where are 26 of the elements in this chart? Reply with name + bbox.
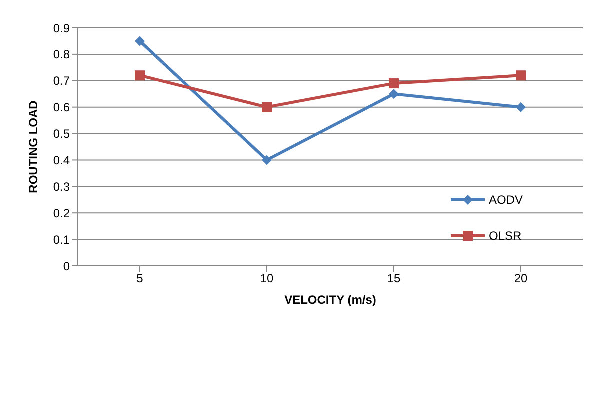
y-tick-label: 0.8 [53, 48, 70, 62]
x-tick-label: 15 [387, 272, 401, 286]
point [135, 70, 145, 81]
y-tick-label: 0.2 [53, 206, 70, 220]
x-axis-title: VELOCITY (m/s) [284, 293, 376, 307]
x-tick-label: 20 [514, 272, 528, 286]
x-tick-label: 5 [136, 272, 144, 286]
y-tick-label: 0.3 [53, 180, 70, 194]
point [135, 36, 145, 46]
y-tick-label: 0.9 [53, 21, 70, 36]
y-tick-label: 0.4 [53, 153, 70, 168]
point [516, 70, 526, 81]
y-tick-label: 0.1 [53, 232, 70, 247]
x-tick-label: 10 [260, 272, 274, 286]
legend-label: OLSR [488, 229, 522, 243]
legend-label: AODV [488, 193, 523, 207]
y-tick-label: 0.6 [53, 100, 70, 115]
y-tick-label: 0.7 [53, 74, 70, 88]
y-tick-label: 0.5 [53, 127, 70, 142]
point [262, 102, 272, 112]
y-axis-title: ROUTING LOAD [26, 100, 40, 194]
y-tick-label: 0 [63, 259, 70, 274]
point [262, 155, 272, 166]
point [389, 78, 399, 89]
point [389, 89, 399, 100]
point [516, 102, 526, 112]
